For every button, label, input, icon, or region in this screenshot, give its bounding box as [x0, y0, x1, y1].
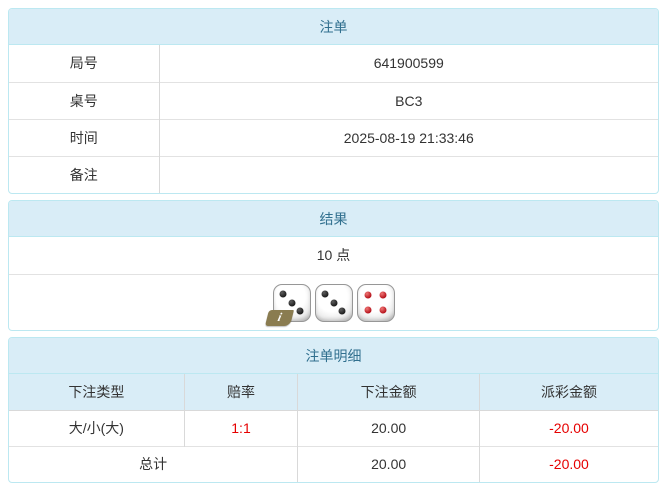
result-panel: 结果 10 点 i [8, 200, 659, 331]
die-pip [321, 290, 329, 298]
total-payout: -20.00 [479, 445, 658, 482]
time-value: 2025-08-19 21:33:46 [159, 118, 658, 156]
dice-row-content: i [264, 283, 395, 326]
odds-cell: 1:1 [184, 410, 299, 446]
die-3-black: i [264, 283, 311, 326]
bet-amount-cell: 20.00 [297, 410, 480, 446]
bet-detail-page: 注单 局号 641900599 桌号 BC3 时间 2025-08-19 21:… [8, 8, 659, 483]
bet-type-cell: 大/小(大) [9, 410, 185, 446]
die-pip [279, 290, 287, 298]
details-table: 下注类型 赔率 下注金额 派彩金额 大/小(大) 1:1 20.00 -20.0… [9, 374, 658, 482]
table-row: 备注 [9, 155, 658, 193]
die-pip [338, 307, 346, 315]
die-pip [288, 299, 295, 306]
round-number-value: 641900599 [373, 55, 444, 72]
column-header-bet-amount: 下注金额 [297, 374, 480, 411]
die-pip [330, 299, 337, 306]
die-pip [296, 307, 304, 315]
result-points: 10 点 [316, 247, 351, 263]
table-row: 时间 2025-08-19 21:33:46 [9, 118, 658, 156]
payout-cell: -20.00 [549, 420, 589, 436]
die-pip [379, 291, 387, 299]
dice-row: i [9, 274, 658, 330]
total-bet-amount: 20.00 [297, 445, 480, 482]
remark-value [159, 155, 658, 193]
table-row: 桌号 BC3 [9, 81, 658, 119]
die-3-black [314, 283, 353, 322]
total-row: 总计 20.00 -20.00 [9, 445, 658, 482]
table-number-label: 桌号 [9, 81, 160, 119]
die-4-red [356, 283, 395, 322]
die-pip [364, 306, 372, 314]
die-pip [379, 306, 387, 314]
die-pip [364, 291, 372, 299]
table-number-value: BC3 [159, 81, 658, 119]
details-panel-title: 注单明细 [9, 338, 658, 374]
result-panel-title: 结果 [9, 201, 658, 237]
order-panel: 注单 局号 641900599 桌号 BC3 时间 2025-08-19 21:… [8, 8, 659, 194]
bet-row: 大/小(大) 1:1 20.00 -20.00 [9, 410, 658, 446]
remark-label: 备注 [9, 155, 160, 193]
column-header-payout: 派彩金额 [479, 374, 658, 411]
info-badge-icon[interactable]: i [264, 309, 294, 326]
details-panel: 注单明细 下注类型 赔率 下注金额 派彩金额 大/小(大) 1:1 20.00 … [8, 337, 659, 483]
total-label: 总计 [9, 445, 299, 482]
table-row: 局号 641900599 [9, 45, 658, 82]
order-panel-title: 注单 [9, 9, 658, 45]
column-header-odds: 赔率 [184, 374, 299, 411]
round-number-label: 局号 [9, 45, 160, 82]
column-header-bet-type: 下注类型 [9, 374, 185, 411]
details-header-row: 下注类型 赔率 下注金额 派彩金额 [9, 374, 658, 411]
order-table: 局号 641900599 桌号 BC3 时间 2025-08-19 21:33:… [9, 45, 658, 193]
time-label: 时间 [9, 118, 160, 156]
